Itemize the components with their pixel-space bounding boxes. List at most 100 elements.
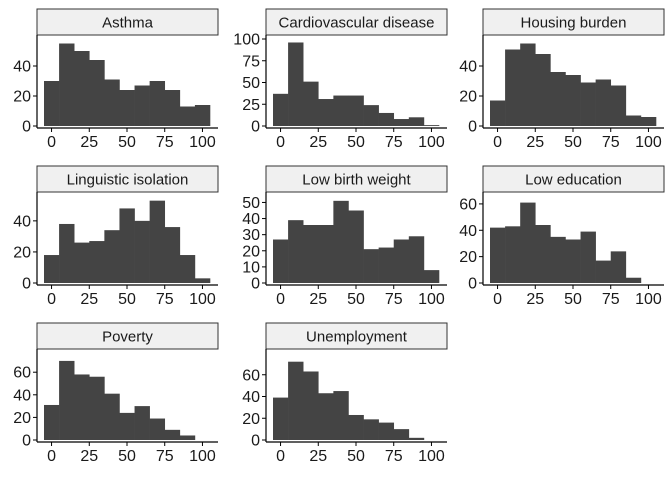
- histogram-bar: [149, 81, 166, 126]
- y-tick-label: 30: [242, 227, 260, 244]
- x-tick-label: 100: [418, 291, 445, 308]
- y-tick-label: 0: [251, 276, 260, 293]
- histogram-bar: [89, 60, 105, 126]
- x-tick-label: 25: [309, 291, 327, 308]
- x-tick-label: 75: [602, 291, 620, 308]
- histogram-bar: [550, 72, 566, 126]
- facet-strip: [265, 165, 448, 193]
- y-tick-label: 50: [242, 195, 260, 212]
- facet-panel: Poverty 0 20 40 60 0 25 50 75 100: [13, 322, 219, 465]
- facet-panel: Linguistic isolation 0 20 40 0 25 50 75 100: [13, 165, 219, 308]
- histogram-bar: [348, 414, 364, 440]
- histogram-bar: [580, 231, 596, 283]
- facet-panel: Unemployment 0 20 40 60 0 25 50 75 100: [242, 322, 448, 465]
- facet-panel: Asthma 0 20 40 0 25 50 75 100: [13, 8, 219, 151]
- histogram-bar: [408, 236, 425, 283]
- histogram-bar: [423, 125, 440, 126]
- x-tick-label: 100: [189, 291, 216, 308]
- histogram-bar: [520, 202, 536, 283]
- histogram-bar: [164, 227, 181, 283]
- histogram-bar: [303, 81, 319, 126]
- y-tick-label: 60: [459, 196, 477, 213]
- histogram-bar: [74, 242, 90, 283]
- facet-title: Asthma: [102, 15, 154, 32]
- histogram-bar: [89, 241, 105, 283]
- histogram-bar: [610, 85, 627, 126]
- histogram-bar: [134, 220, 150, 283]
- facet-strip: [265, 8, 448, 36]
- y-tick-label: 100: [233, 32, 260, 49]
- histogram-bar: [393, 239, 410, 283]
- y-tick-label: 50: [242, 75, 260, 92]
- y-tick-label: 60: [242, 367, 260, 384]
- histogram-bar: [378, 112, 395, 126]
- histogram-bar: [194, 278, 211, 283]
- histogram-bar: [288, 220, 304, 283]
- y-tick-label: 0: [251, 433, 260, 450]
- x-tick-label: 100: [635, 291, 662, 308]
- histogram-bar: [490, 100, 506, 126]
- x-tick-label: 75: [156, 291, 174, 308]
- histogram-bar: [119, 208, 135, 283]
- histogram-bar: [378, 422, 395, 440]
- histogram-bar: [179, 106, 196, 126]
- x-tick-label: 0: [276, 134, 285, 151]
- histogram-bar: [393, 119, 410, 126]
- x-tick-label: 50: [347, 291, 365, 308]
- x-tick-label: 25: [309, 448, 327, 465]
- x-tick-label: 50: [564, 291, 582, 308]
- y-tick-label: 60: [13, 365, 31, 382]
- y-tick-label: 0: [468, 276, 477, 293]
- histogram-bar: [550, 236, 566, 283]
- y-tick-label: 20: [459, 89, 477, 106]
- facet-title: Unemployment: [306, 329, 408, 346]
- x-tick-label: 0: [276, 448, 285, 465]
- x-tick-label: 50: [347, 134, 365, 151]
- y-tick-label: 40: [13, 213, 31, 230]
- x-tick-label: 100: [189, 134, 216, 151]
- histogram-bar: [490, 227, 506, 283]
- x-tick-label: 75: [385, 134, 403, 151]
- histogram-bar: [348, 95, 364, 126]
- histogram-bar: [505, 226, 521, 283]
- facet-panel: Low education 0 20 40 60 0 25 50 75 100: [459, 165, 665, 308]
- histogram-bar: [273, 397, 289, 440]
- y-tick-label: 20: [242, 411, 260, 428]
- x-tick-label: 25: [80, 448, 98, 465]
- histogram-bar: [104, 230, 120, 283]
- histogram-bar: [363, 249, 379, 283]
- x-tick-label: 25: [309, 134, 327, 151]
- y-tick-label: 0: [22, 119, 31, 136]
- y-tick-label: 40: [242, 211, 260, 228]
- histogram-bar: [333, 200, 349, 283]
- histogram-bar: [625, 115, 642, 126]
- x-tick-label: 75: [602, 134, 620, 151]
- y-tick-label: 40: [13, 59, 31, 76]
- histogram-bar: [318, 225, 334, 283]
- histogram-bar: [535, 54, 551, 126]
- histogram-bar: [520, 43, 536, 126]
- y-tick-label: 10: [242, 259, 260, 276]
- x-tick-label: 50: [118, 448, 136, 465]
- histogram-bar: [393, 429, 410, 440]
- histogram-bar: [363, 419, 379, 440]
- histogram-bar: [288, 361, 304, 440]
- x-tick-label: 0: [276, 291, 285, 308]
- facet-panel: Housing burden 0 20 40 0 25 50 75 100: [459, 8, 665, 151]
- y-tick-label: 0: [22, 276, 31, 293]
- facet-strip: [265, 322, 448, 350]
- histogram-bar: [149, 200, 166, 283]
- x-tick-label: 75: [156, 448, 174, 465]
- histogram-bar: [535, 225, 551, 283]
- x-tick-label: 0: [493, 291, 502, 308]
- histogram-bar: [164, 90, 181, 126]
- histogram-bar: [59, 43, 75, 126]
- histogram-bar: [273, 93, 289, 126]
- histogram-bar: [44, 404, 60, 440]
- facet-title: Low birth weight: [302, 172, 411, 189]
- x-tick-label: 75: [385, 448, 403, 465]
- histogram-bar: [348, 210, 364, 283]
- histogram-bar: [565, 239, 581, 283]
- histogram-bar: [318, 99, 334, 126]
- histogram-bar: [423, 270, 440, 283]
